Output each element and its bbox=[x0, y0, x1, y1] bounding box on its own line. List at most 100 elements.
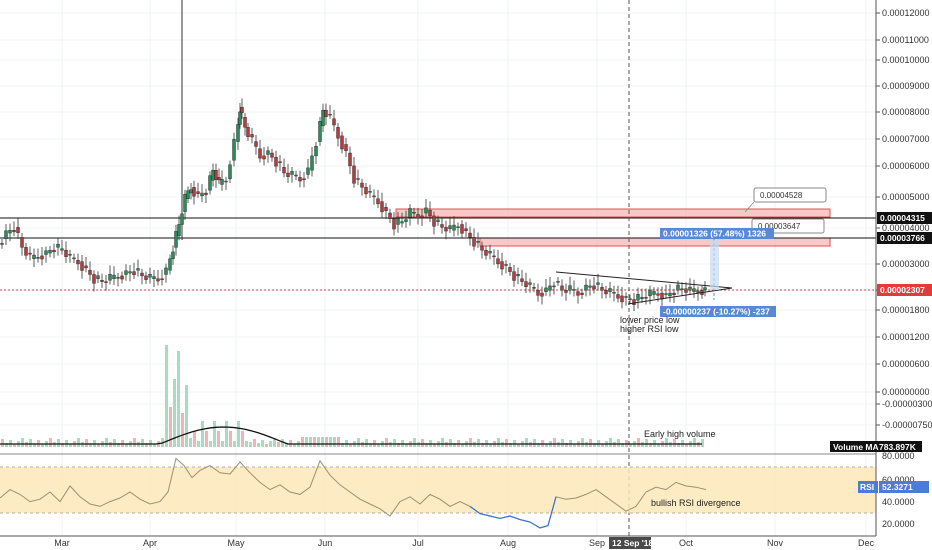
candle-body bbox=[232, 139, 236, 161]
candle-body bbox=[352, 165, 356, 184]
volume-bar bbox=[205, 431, 208, 447]
candle-body bbox=[208, 175, 212, 191]
candle-body bbox=[84, 265, 88, 269]
candle-body bbox=[356, 178, 360, 180]
candle-body bbox=[177, 224, 181, 237]
volume-bar bbox=[141, 439, 144, 447]
time-tick-label: Aug bbox=[500, 538, 516, 548]
marker-3766: 0.00003766 bbox=[877, 232, 932, 244]
volume-bar bbox=[545, 444, 548, 447]
svg-text:Volume MA: Volume MA bbox=[833, 442, 879, 452]
candle-body bbox=[220, 179, 224, 185]
candle-body bbox=[44, 250, 48, 255]
candle-body bbox=[644, 297, 648, 299]
volume-bar bbox=[245, 441, 248, 447]
candle-body bbox=[696, 290, 700, 293]
candle-body bbox=[592, 285, 596, 290]
candle-body bbox=[552, 285, 556, 288]
candle-body bbox=[160, 278, 164, 280]
candle-body bbox=[186, 190, 190, 199]
volume-bar bbox=[385, 438, 388, 447]
candle-body bbox=[520, 278, 524, 282]
candle-body bbox=[211, 169, 215, 181]
volume-bar bbox=[533, 439, 536, 447]
volume-bar bbox=[285, 443, 288, 447]
candle-body bbox=[536, 290, 540, 296]
volume-bar bbox=[29, 439, 32, 447]
candle-body bbox=[12, 229, 16, 233]
price-tick-label: 0.00011000 bbox=[882, 35, 929, 45]
candle-body bbox=[112, 274, 116, 279]
volume-bar bbox=[369, 443, 372, 447]
candle-body bbox=[372, 195, 376, 198]
candle-body bbox=[214, 169, 218, 180]
candle-body bbox=[168, 258, 172, 271]
time-axis[interactable]: Mar Apr May Jun Jul Aug Sep Oct Nov Dec bbox=[54, 538, 874, 548]
candle-body bbox=[144, 275, 148, 280]
candle-body bbox=[492, 255, 496, 258]
candle-body bbox=[648, 289, 652, 297]
candle-body bbox=[436, 219, 440, 222]
price-tick-label: 0.00008000 bbox=[882, 107, 930, 117]
time-tick-label: Jun bbox=[318, 538, 333, 548]
volume-bar bbox=[21, 438, 24, 447]
price-tick-label: 0.00004000 bbox=[882, 223, 930, 233]
candle-body bbox=[282, 167, 286, 174]
candle-body bbox=[228, 164, 232, 179]
price-tick-label: 0.00005000 bbox=[882, 192, 930, 202]
volume-bar bbox=[405, 444, 408, 447]
volume-bar bbox=[377, 444, 380, 447]
candle-body bbox=[400, 221, 404, 224]
resistance-zone-upper bbox=[395, 208, 831, 218]
rsi-tick-label: 40.0000 bbox=[882, 497, 915, 507]
time-tick-label: Sep bbox=[589, 538, 605, 548]
candle-body bbox=[428, 209, 432, 217]
volume-bar bbox=[581, 438, 584, 447]
candle-body bbox=[572, 289, 576, 291]
candle-body bbox=[36, 257, 40, 259]
candle-body bbox=[104, 281, 108, 283]
price-tick-label: -0.00000750 bbox=[882, 420, 932, 430]
rsi-current-label: RSI 52.3271 bbox=[858, 481, 929, 493]
candle-body bbox=[396, 218, 400, 225]
volume-bar bbox=[229, 431, 232, 447]
candle-body bbox=[580, 292, 584, 295]
annotation-box-4528[interactable]: 0.00004528 bbox=[744, 187, 827, 213]
volume-bar bbox=[253, 439, 256, 447]
candle-body bbox=[472, 237, 476, 247]
volume-bar bbox=[61, 443, 64, 447]
candle-body bbox=[217, 177, 221, 181]
candle-body bbox=[224, 180, 228, 183]
volume-bar bbox=[13, 444, 16, 447]
volume-bar bbox=[629, 444, 632, 447]
candle-body bbox=[424, 207, 428, 214]
time-tick-label: Mar bbox=[54, 538, 70, 548]
candle-body bbox=[246, 127, 250, 137]
rsi-axis[interactable]: 80.0000 60.0000 40.0000 20.0000 bbox=[882, 451, 915, 529]
volume-bar bbox=[269, 441, 272, 447]
volume-bar bbox=[325, 437, 328, 447]
volume-bar bbox=[553, 438, 556, 447]
volume-bar bbox=[173, 379, 176, 447]
volume-bar bbox=[397, 443, 400, 447]
candle-body bbox=[532, 287, 536, 289]
svg-text:0.00002307: 0.00002307 bbox=[880, 285, 925, 295]
candle-body bbox=[196, 191, 200, 194]
measure-label-down: -0.00000237 (-10.27%) -237 bbox=[660, 306, 776, 317]
volume-bar bbox=[477, 439, 480, 447]
candle-body bbox=[136, 268, 140, 271]
candle-body bbox=[64, 249, 68, 257]
rsi-line-highlight bbox=[469, 496, 557, 529]
candle-body bbox=[348, 152, 352, 167]
candle-body bbox=[612, 292, 616, 294]
candle-body bbox=[8, 229, 12, 234]
volume-bar bbox=[657, 444, 660, 447]
marker-4315: 0.00004315 bbox=[877, 212, 932, 224]
rsi-band bbox=[0, 467, 876, 513]
volume-bar bbox=[85, 439, 88, 447]
candle-body bbox=[254, 141, 258, 147]
candle-body bbox=[360, 182, 364, 188]
volume-bar bbox=[593, 443, 596, 447]
